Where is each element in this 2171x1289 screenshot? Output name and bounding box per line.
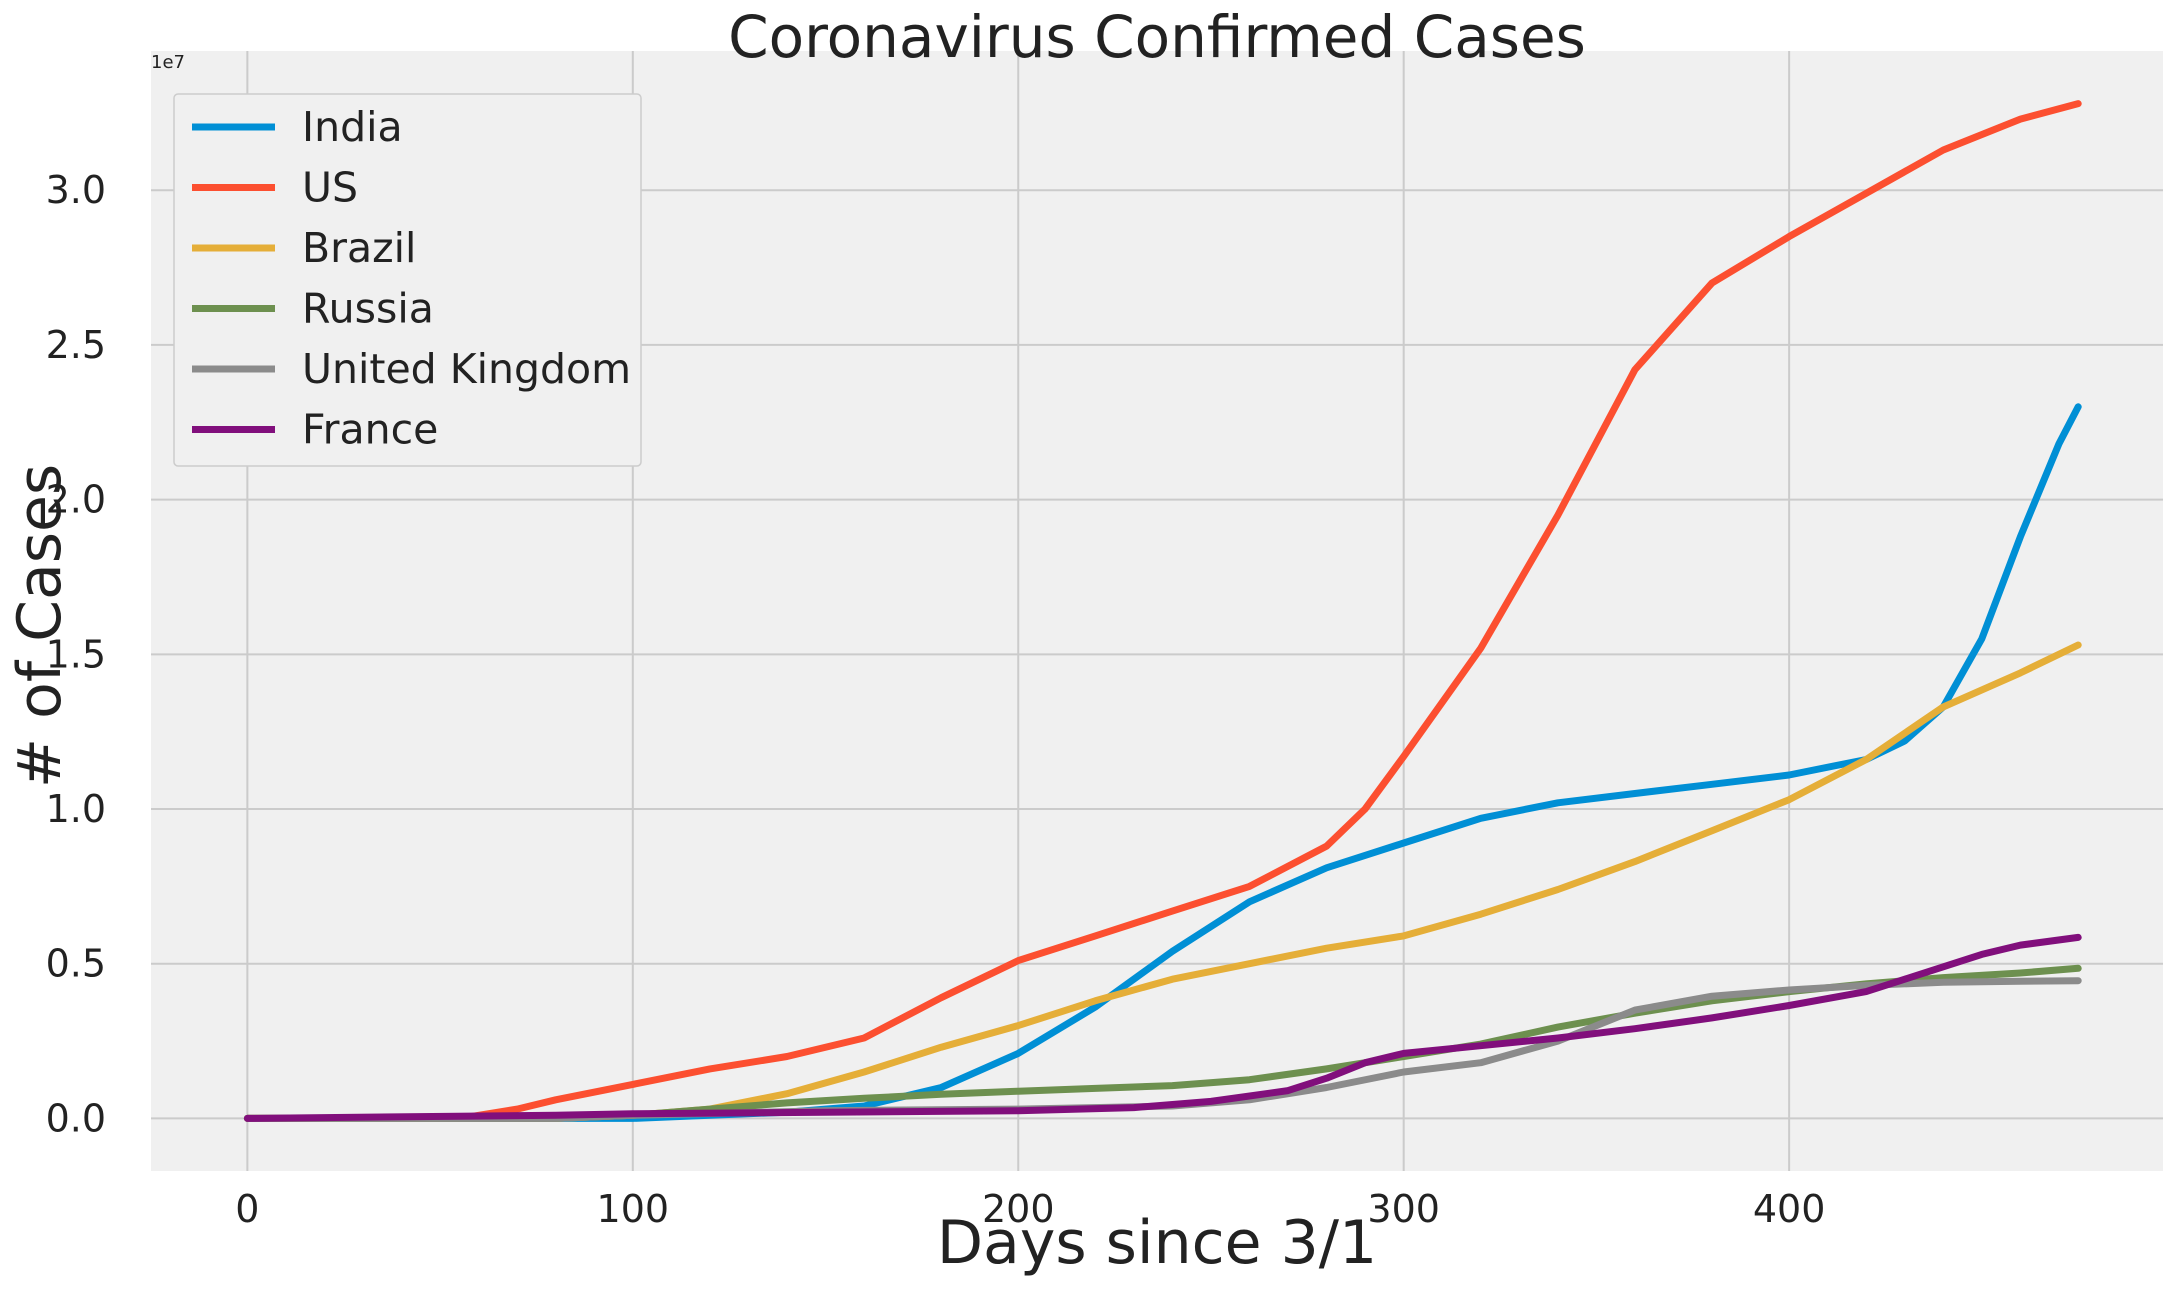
y-axis-ticks: 0.0 0.5 1.0 1.5 2.0 2.5 3.0 bbox=[46, 168, 106, 1140]
y-axis-label: # of Cases bbox=[5, 464, 75, 788]
x-tick-label: 200 bbox=[982, 1187, 1055, 1231]
y-tick-label: 0.0 bbox=[46, 1096, 106, 1140]
series-line-us bbox=[243, 100, 2082, 1122]
legend-label: Russia bbox=[302, 285, 434, 333]
y-tick-label: 1.0 bbox=[46, 787, 106, 831]
y-tick-label: 2.5 bbox=[46, 323, 106, 367]
legend-label: Brazil bbox=[302, 224, 416, 272]
y-tick-label: 1.5 bbox=[46, 632, 106, 676]
x-axis-label: Days since 3/1 bbox=[937, 1208, 1377, 1278]
x-tick-label: 300 bbox=[1367, 1187, 1440, 1231]
x-tick-label: 0 bbox=[235, 1187, 259, 1231]
grid bbox=[151, 51, 2163, 1171]
y-tick-label: 2.0 bbox=[46, 478, 106, 522]
legend-label: United Kingdom bbox=[302, 345, 631, 393]
y-offset-label: 1e7 bbox=[151, 52, 185, 73]
legend: India US Brazil Russia United Kingdom France bbox=[173, 93, 642, 467]
y-tick-label: 3.0 bbox=[46, 168, 106, 212]
series-line-france bbox=[243, 933, 2082, 1122]
x-tick-label: 400 bbox=[1753, 1187, 1826, 1231]
legend-label: France bbox=[302, 406, 438, 454]
y-tick-label: 0.5 bbox=[46, 942, 106, 986]
series-line-brazil bbox=[243, 641, 2082, 1122]
x-tick-label: 100 bbox=[597, 1187, 670, 1231]
x-axis-ticks: 0 100 200 300 400 bbox=[235, 1187, 1825, 1231]
legend-frame bbox=[173, 93, 642, 467]
legend-label: India bbox=[302, 103, 403, 151]
chart-title: Coronavirus Confirmed Cases bbox=[728, 3, 1586, 71]
series-lines bbox=[243, 100, 2082, 1122]
legend-label: US bbox=[302, 164, 358, 212]
